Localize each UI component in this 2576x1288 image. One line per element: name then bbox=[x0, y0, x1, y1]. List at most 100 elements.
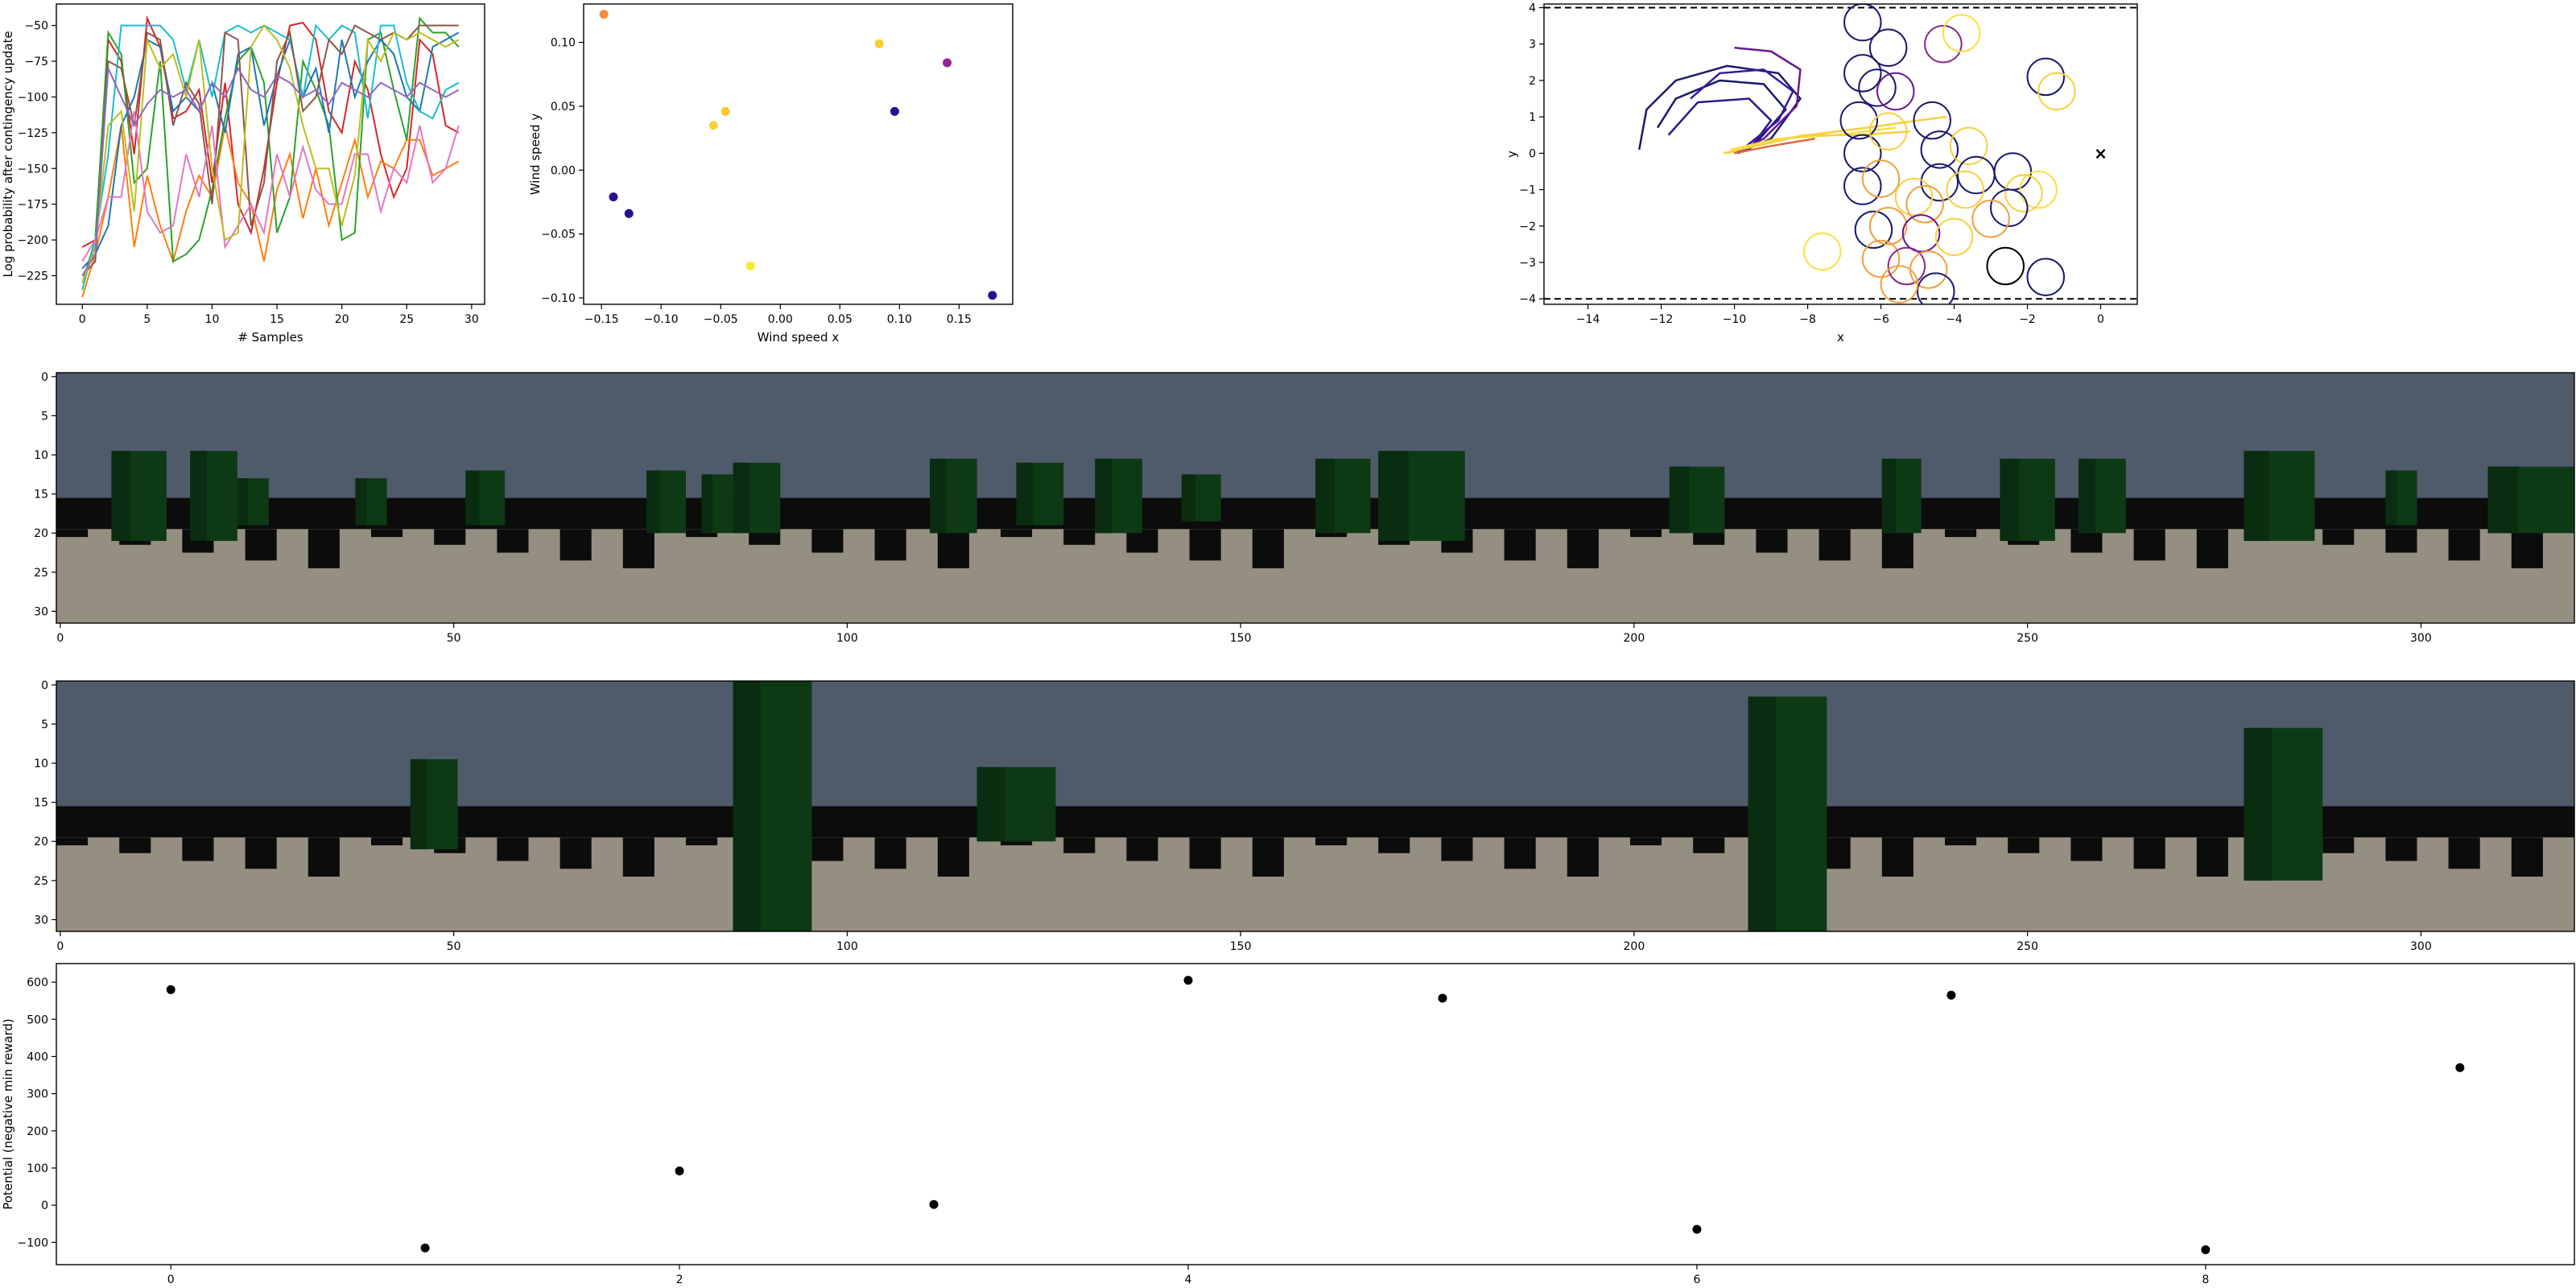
x-tick-label: 200 bbox=[1624, 940, 1645, 953]
y-tick-label: −3 bbox=[1519, 257, 1536, 270]
ground-shadow bbox=[497, 837, 529, 861]
y-tick-label: −0.05 bbox=[541, 229, 576, 242]
data-point bbox=[2455, 1063, 2465, 1072]
ground-shadow bbox=[1378, 837, 1410, 853]
x-tick-label: 30 bbox=[464, 313, 479, 326]
x-tick-label: 300 bbox=[2410, 940, 2432, 953]
ground-shadow bbox=[56, 529, 89, 538]
ground-shadow bbox=[2511, 837, 2543, 877]
y-tick-label: 10 bbox=[34, 449, 48, 462]
obstacle-circle bbox=[1858, 68, 1897, 107]
ground-shadow bbox=[2008, 837, 2040, 853]
ground-shadow bbox=[1315, 837, 1348, 846]
ground-shadow bbox=[245, 837, 277, 869]
y-tick-label: 1 bbox=[1529, 111, 1536, 124]
ground-shadow bbox=[1693, 837, 1725, 853]
ground-shadow bbox=[371, 837, 403, 846]
ground-shadow bbox=[937, 837, 969, 877]
ground-shadow bbox=[1001, 529, 1033, 538]
ground-shadow bbox=[2511, 529, 2543, 568]
ground-shadow bbox=[1945, 837, 1977, 846]
x-tick-label: 10 bbox=[205, 313, 220, 326]
x-tick-label: 150 bbox=[1230, 632, 1252, 645]
data-point bbox=[624, 208, 634, 218]
y-tick-label: 15 bbox=[34, 489, 48, 502]
y-tick-label: −150 bbox=[18, 163, 48, 175]
y-tick-label: 0.10 bbox=[551, 37, 576, 50]
pillar-shade bbox=[355, 478, 367, 526]
ground-shadow bbox=[2196, 837, 2228, 877]
obstacle-circle bbox=[1905, 184, 1944, 224]
x-tick-label: −2 bbox=[2019, 313, 2036, 326]
y-tick-label: 10 bbox=[34, 758, 48, 770]
obstacle-circle bbox=[1843, 4, 1882, 42]
y-tick-label: −100 bbox=[18, 91, 48, 104]
y-tick-label: −225 bbox=[18, 270, 48, 283]
x-tick-label: 0.10 bbox=[887, 313, 912, 326]
ground-shadow bbox=[686, 837, 718, 846]
ground-shadow bbox=[1063, 529, 1096, 545]
ground-shadow bbox=[2448, 837, 2480, 869]
plot-area bbox=[56, 681, 2574, 931]
x-tick-label: −6 bbox=[1872, 313, 1889, 326]
obstacle-circle bbox=[1880, 265, 1919, 303]
y-tick-label: 25 bbox=[34, 567, 48, 580]
obstacle-circle bbox=[1843, 134, 1882, 173]
pillar-shade bbox=[1748, 696, 1776, 931]
x-tick-label: −0.05 bbox=[704, 313, 738, 326]
x-tick-label: 300 bbox=[2410, 632, 2432, 645]
ground-shadow bbox=[56, 837, 89, 846]
obstacle-circle bbox=[1854, 210, 1893, 250]
obstacle-circle bbox=[1901, 214, 1941, 253]
pillar-shade bbox=[930, 458, 947, 534]
obstacle-circle bbox=[1861, 239, 1901, 279]
axes-frame bbox=[1543, 3, 2138, 305]
y-tick-label: −4 bbox=[1519, 293, 1536, 306]
obstacle-circle bbox=[2026, 57, 2066, 97]
x-tick-label: 50 bbox=[447, 940, 461, 953]
ground-shadow bbox=[2133, 837, 2165, 869]
ground-shadow bbox=[1881, 529, 1913, 568]
y-axis-label: Wind speed y bbox=[528, 114, 543, 196]
pillar-shade bbox=[2000, 458, 2020, 541]
ground-shadow bbox=[434, 529, 466, 545]
x-tick-label: −0.15 bbox=[584, 313, 619, 326]
ground-shadow bbox=[308, 529, 340, 568]
obstacle-circle bbox=[1887, 246, 1926, 286]
y-tick-label: 4 bbox=[1529, 2, 1536, 15]
y-tick-label: −0.10 bbox=[541, 292, 576, 305]
ground-shadow bbox=[308, 837, 340, 877]
data-point bbox=[988, 291, 997, 300]
ground-shadow bbox=[1567, 529, 1599, 568]
ground-shadow bbox=[2070, 837, 2103, 861]
obstacle-circle bbox=[1917, 272, 1955, 304]
y-tick-label: 0 bbox=[1529, 147, 1536, 160]
y-tick-label: −50 bbox=[24, 20, 48, 33]
x-tick-label: 5 bbox=[143, 313, 151, 326]
trajectory bbox=[1723, 130, 1911, 155]
sky-region bbox=[56, 681, 2574, 807]
obstacle-circle bbox=[1920, 130, 1959, 169]
pillar-shade bbox=[410, 759, 427, 849]
plot-area bbox=[81, 14, 460, 298]
data-point bbox=[874, 39, 884, 48]
obstacle-circle bbox=[2004, 174, 2043, 213]
pillar-shade bbox=[1181, 474, 1195, 522]
ground-shadow bbox=[1630, 837, 1662, 846]
plot-area bbox=[56, 373, 2574, 623]
x-tick-label: 2 bbox=[676, 1274, 683, 1286]
data-point bbox=[1692, 1224, 1702, 1234]
ground-shadow bbox=[1818, 529, 1851, 561]
x-axis-label: Wind speed x bbox=[758, 330, 840, 345]
x-tick-label: 4 bbox=[1185, 1274, 1192, 1286]
y-axis-label: Potential (negative min reward) bbox=[1, 1018, 15, 1210]
obstacle-circle bbox=[1843, 167, 1882, 205]
pillar-shade bbox=[1881, 458, 1896, 534]
x-tick-label: −0.10 bbox=[644, 313, 679, 326]
pillar-shade bbox=[976, 766, 1005, 842]
ground-shadow bbox=[2133, 529, 2165, 561]
data-point bbox=[1438, 993, 1447, 1003]
y-tick-label: 200 bbox=[27, 1125, 48, 1138]
ground-shadow bbox=[1504, 529, 1536, 561]
